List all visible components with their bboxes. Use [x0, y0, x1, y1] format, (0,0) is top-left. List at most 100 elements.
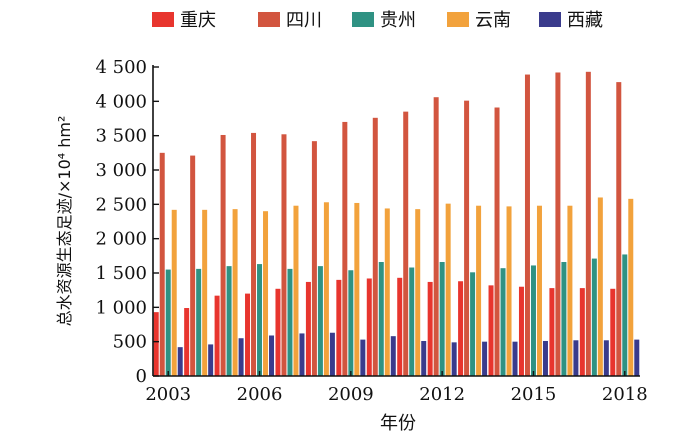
legend-swatch-重庆 [152, 12, 174, 27]
bar-重庆-2008 [305, 281, 311, 376]
legend-label-四川: 四川 [286, 10, 322, 31]
bar-云南-2006 [263, 211, 269, 376]
bar-重庆-2017 [579, 288, 585, 376]
bar-四川-2010 [372, 117, 378, 376]
legend: 重庆 四川 贵州 云南 西藏 [152, 10, 603, 31]
bar-贵州-2013 [470, 272, 476, 376]
bar-重庆-2013 [458, 281, 464, 376]
bar-西藏-2009 [360, 339, 366, 376]
bar-四川-2004 [190, 155, 196, 376]
bar-西藏-2014 [512, 341, 518, 376]
bar-四川-2012 [433, 97, 439, 377]
bar-贵州-2018 [622, 254, 628, 376]
y-tick-label: 3 000 [95, 160, 147, 181]
bar-西藏-2016 [573, 340, 579, 376]
bar-贵州-2006 [257, 264, 263, 376]
bar-西藏-2003 [177, 347, 183, 376]
bar-云南-2004 [202, 209, 208, 376]
bar-贵州-2017 [591, 258, 597, 376]
bar-云南-2017 [597, 197, 603, 376]
bar-重庆-2007 [275, 288, 281, 376]
bar-西藏-2018 [634, 339, 640, 376]
x-tick-label: 2003 [145, 384, 191, 405]
x-tick-label: 2012 [419, 384, 465, 405]
legend-label-贵州: 贵州 [380, 10, 416, 31]
bar-贵州-2012 [439, 262, 445, 376]
bar-重庆-2015 [518, 286, 524, 376]
legend-label-西藏: 西藏 [567, 10, 603, 31]
bar-重庆-2003 [153, 312, 159, 376]
x-axis-label: 年份 [380, 413, 416, 434]
legend-swatch-贵州 [352, 12, 374, 27]
y-tick-label: 3 500 [95, 126, 147, 147]
bar-贵州-2004 [196, 268, 202, 376]
bars [153, 71, 640, 377]
bar-云南-2018 [628, 198, 634, 376]
bar-西藏-2004 [208, 344, 214, 376]
bar-西藏-2008 [329, 332, 335, 376]
y-tick-label: 1 500 [95, 263, 147, 284]
legend-swatch-四川 [258, 12, 280, 27]
bar-重庆-2012 [427, 281, 433, 376]
bar-贵州-2011 [409, 267, 415, 376]
y-tick-label: 0 [136, 366, 147, 387]
bar-重庆-2016 [549, 288, 555, 376]
bar-云南-2009 [354, 202, 360, 376]
bar-重庆-2006 [245, 293, 251, 376]
bar-贵州-2009 [348, 270, 354, 376]
bar-西藏-2005 [238, 338, 244, 376]
bar-西藏-2017 [603, 340, 609, 376]
bar-云南-2007 [293, 205, 299, 376]
x-tick-label: 2015 [511, 384, 557, 405]
bar-重庆-2014 [488, 285, 494, 376]
bar-贵州-2003 [165, 269, 171, 376]
x-tick-label: 2009 [328, 384, 374, 405]
bar-云南-2012 [445, 203, 451, 376]
bar-西藏-2013 [482, 341, 488, 376]
legend-label-云南: 云南 [475, 10, 511, 31]
y-tick-label: 4 000 [95, 91, 147, 112]
y-tick-label: 2 000 [95, 229, 147, 250]
bar-贵州-2016 [561, 262, 567, 376]
bar-西藏-2012 [451, 342, 457, 376]
x-tick-label: 2018 [602, 384, 648, 405]
y-tick-label: 4 500 [95, 57, 147, 78]
bar-重庆-2011 [397, 277, 403, 376]
bar-西藏-2007 [299, 333, 305, 376]
bar-四川-2013 [464, 100, 470, 377]
bar-重庆-2009 [336, 279, 342, 376]
bar-云南-2003 [171, 209, 177, 376]
bar-云南-2015 [536, 205, 542, 376]
bar-西藏-2010 [390, 336, 396, 376]
bar-贵州-2008 [317, 266, 323, 376]
bar-贵州-2005 [226, 266, 232, 376]
bar-云南-2013 [476, 205, 482, 376]
bar-西藏-2011 [421, 340, 427, 376]
bar-四川-2005 [220, 134, 226, 376]
bar-四川-2017 [585, 71, 591, 376]
bar-四川-2011 [403, 111, 409, 376]
bar-四川-2007 [281, 134, 287, 376]
bar-四川-2003 [159, 152, 165, 376]
bar-四川-2009 [342, 121, 348, 377]
y-axis-label: 总水资源生态足迹/×10⁴ hm² [55, 116, 74, 327]
y-tick-label: 500 [113, 332, 147, 353]
bar-云南-2008 [323, 202, 329, 376]
bar-四川-2014 [494, 107, 500, 376]
bar-云南-2014 [506, 206, 512, 376]
y-tick-label: 2 500 [95, 194, 147, 215]
bar-云南-2005 [232, 209, 238, 376]
bar-重庆-2010 [366, 278, 372, 376]
bar-贵州-2014 [500, 268, 506, 376]
legend-label-重庆: 重庆 [180, 10, 216, 31]
legend-swatch-云南 [447, 12, 469, 27]
bar-贵州-2010 [378, 262, 384, 376]
bar-四川-2008 [311, 141, 317, 376]
bar-重庆-2004 [184, 308, 190, 376]
bar-云南-2016 [567, 205, 573, 376]
bar-四川-2018 [616, 82, 622, 377]
y-tick-label: 1 000 [95, 297, 147, 318]
legend-swatch-西藏 [539, 12, 561, 27]
bar-四川-2006 [251, 132, 257, 376]
